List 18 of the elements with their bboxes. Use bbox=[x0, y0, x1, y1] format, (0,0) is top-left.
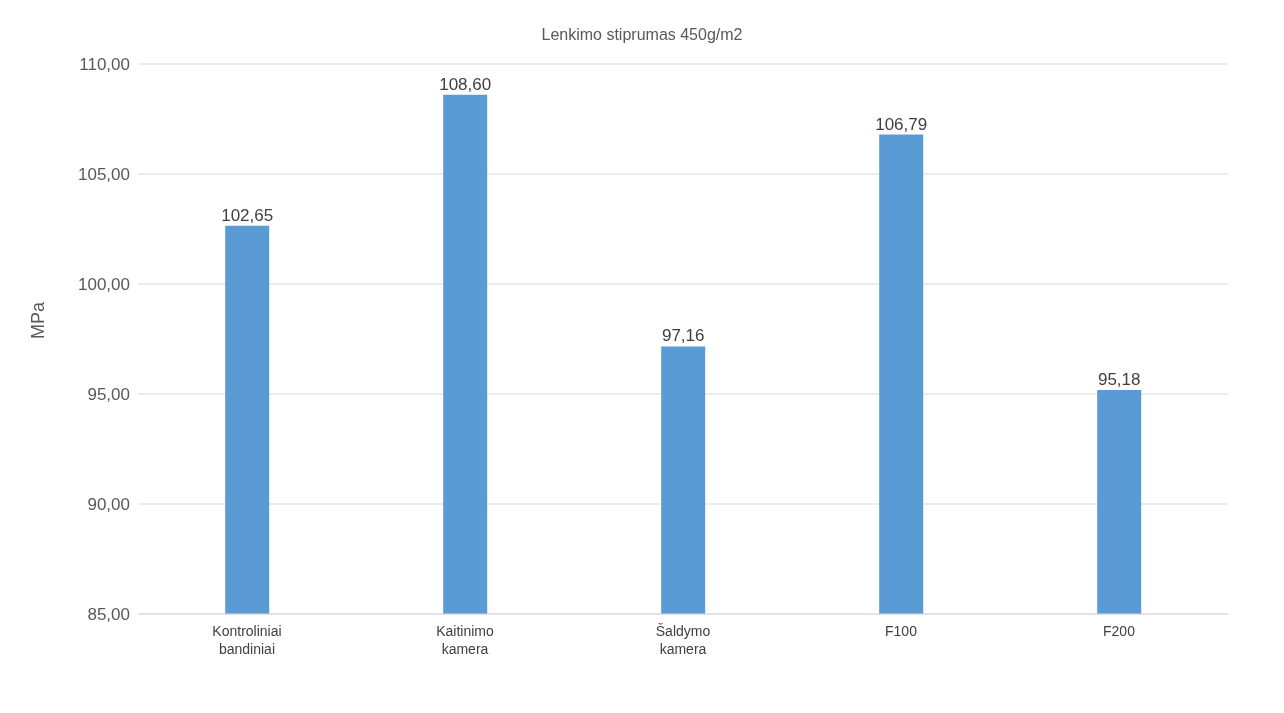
y-tick-label: 110,00 bbox=[79, 55, 130, 75]
x-tick-label: F100 bbox=[885, 623, 918, 639]
x-tick-label: Šaldymo kamera bbox=[655, 623, 711, 657]
data-label: 102,65 bbox=[221, 205, 274, 225]
data-label: 108,60 bbox=[439, 74, 492, 94]
y-axis-title: MPa bbox=[28, 301, 49, 339]
y-tick-label: 95,00 bbox=[87, 385, 130, 405]
data-label: 106,79 bbox=[875, 114, 928, 134]
y-tick-label: 85,00 bbox=[87, 605, 130, 625]
x-tick-label: Kaitinimo kamera bbox=[436, 623, 494, 657]
chart-title: Lenkimo stiprumas 450g/m2 bbox=[540, 25, 744, 44]
y-tick-label: 105,00 bbox=[78, 165, 130, 185]
data-label: 95,18 bbox=[1097, 370, 1141, 390]
data-label: 97,16 bbox=[661, 326, 705, 346]
x-tick-label: Kontroliniai bandiniai bbox=[212, 623, 282, 657]
x-tick-label: F200 bbox=[1103, 623, 1136, 639]
y-tick-label: 90,00 bbox=[87, 495, 130, 515]
y-tick-label: 100,00 bbox=[78, 275, 130, 295]
